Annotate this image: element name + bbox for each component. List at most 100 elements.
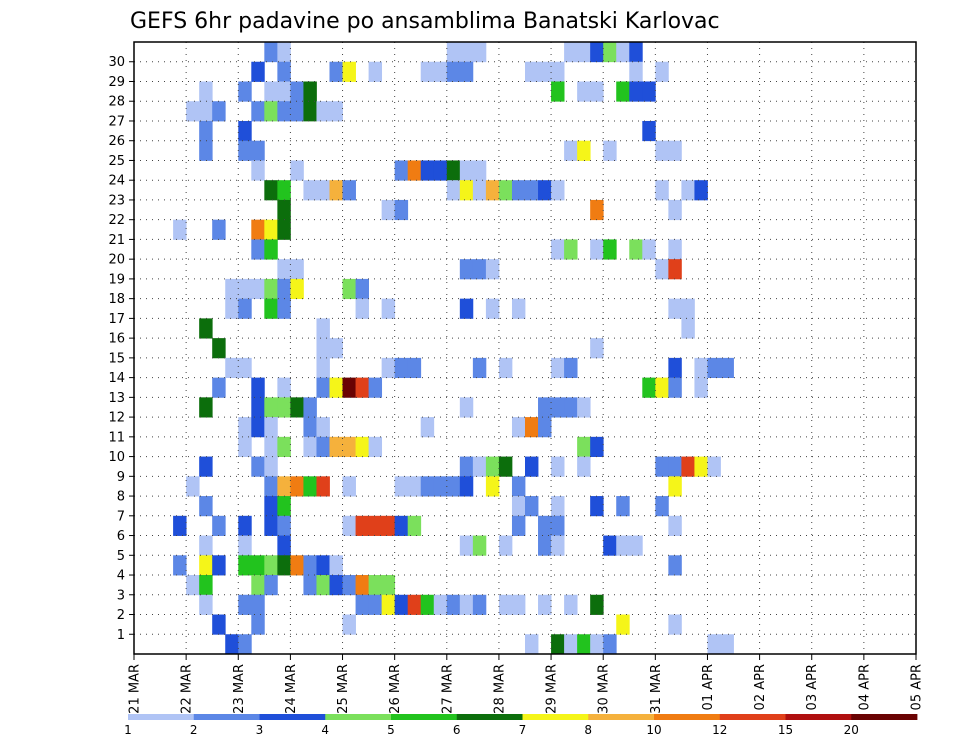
heatmap-cell [225,278,239,300]
heatmap-cell [655,180,669,201]
heatmap-cell [316,357,330,379]
heatmap-cell [551,535,565,556]
heatmap-cell [264,101,278,122]
heatmap-cell [472,259,487,280]
heatmap-cell [551,239,565,260]
heatmap-cell [485,180,500,201]
heatmap-cell [199,140,213,161]
heatmap-cell [225,634,239,655]
heatmap-cell [199,456,213,477]
heatmap-cell [329,338,343,359]
heatmap-cell [459,535,474,556]
heatmap-cell [407,160,422,181]
heatmap-cell [551,634,565,655]
heatmap-cell [238,417,252,438]
heatmap-cell [368,515,383,536]
heatmap-cell [342,476,356,497]
heatmap-cell [277,535,291,556]
heatmap-cell [577,81,591,102]
heatmap-cell [668,239,682,260]
heatmap-cell [264,476,278,497]
color-legend: 1 2 3 4 5 6 7 8 10 12 15 20 [124,714,918,737]
heatmap-cell [303,575,317,596]
heatmap-cell [381,298,396,319]
heatmap-cell [277,61,291,82]
heatmap-cell [277,436,291,457]
y-tick-label: 4 [117,569,125,584]
heatmap-cell [446,61,461,82]
x-tick-label: 30 MAR [597,664,612,714]
heatmap-cell [225,357,239,379]
heatmap-cell [707,456,721,477]
heatmap-cell [212,101,226,122]
heatmap-cell [316,101,330,122]
heatmap-cell [459,476,474,497]
heatmap-cell [590,594,604,615]
heatmap-cell [264,239,278,260]
heatmap-cell [668,476,682,497]
y-tick-label: 26 [108,134,125,149]
heatmap-cell [655,377,669,398]
heatmap-cell [603,535,617,556]
heatmap-cell [668,357,682,379]
heatmap-cell [264,397,278,418]
y-tick-label: 11 [108,430,125,445]
heatmap-cell [498,180,513,201]
heatmap-cell [251,61,265,82]
heatmap-cell [173,219,187,240]
heatmap-cell [368,377,383,398]
heatmap-cell [551,515,565,536]
legend-swatch [654,714,721,720]
heatmap-cell [381,357,396,379]
heatmap-cell [238,555,252,576]
heatmap-cell [238,81,252,102]
y-axis: 1234567891011121314151617181920212223242… [108,55,134,643]
heatmap-cell [668,298,682,319]
heatmap-cell [355,377,369,398]
y-tick-label: 28 [108,95,125,110]
y-tick-label: 29 [108,75,125,90]
heatmap-cell [538,417,552,438]
x-tick-label: 29 MAR [545,664,560,714]
heatmap-cell [681,180,695,201]
heatmap-cell [446,476,461,497]
heatmap-cell [616,535,630,556]
y-tick-label: 12 [108,411,125,426]
heatmap-cell [642,81,656,102]
heatmap-cell [186,101,200,122]
heatmap-cell [316,318,330,339]
heatmap-cell [590,634,604,655]
heatmap-cell [694,180,708,201]
heatmap-cell [329,555,343,576]
legend-label: 15 [778,723,793,737]
heatmap-cell [355,436,369,457]
heatmap-cell [394,199,409,221]
heatmap-cell [668,199,682,221]
heatmap-cell [551,61,565,82]
heatmap-cell [485,456,500,477]
heatmap-cell [629,535,643,556]
plot-frame [133,41,917,655]
heatmap-cell [525,180,539,201]
heatmap-cell [551,397,565,418]
y-tick-label: 27 [108,114,125,129]
x-tick-label: 27 MAR [440,664,455,714]
heatmap-cell [498,535,513,556]
heatmap-cell [238,535,252,556]
legend-label: 1 [124,723,132,737]
heatmap-cell [251,101,265,122]
y-tick-label: 10 [108,450,125,465]
heatmap-cell [459,298,474,319]
heatmap-cell [355,298,369,319]
x-axis: 21 MAR 22 MAR 23 MAR 24 MAR 25 MAR 26 MAR 27 M… [128,654,925,714]
heatmap-cell [173,555,187,576]
legend-label: 7 [519,723,527,737]
heatmap-cell [264,42,278,63]
heatmap-cell [538,397,552,418]
heatmap-cell [564,594,578,615]
heatmap-cell [277,199,291,221]
y-tick-label: 9 [117,470,125,485]
heatmap-cell [485,259,500,280]
heatmap-cell [342,436,356,457]
x-tick-label: 02 APR [753,664,768,710]
